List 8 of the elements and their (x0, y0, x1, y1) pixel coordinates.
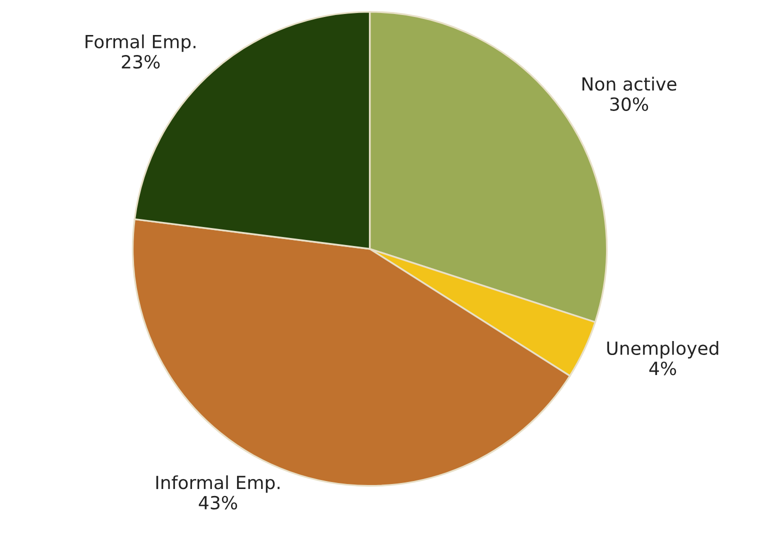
slice-label: Informal Emp. (156, 475, 280, 493)
data-label: 30% (610, 97, 648, 111)
slice-label: Non active (582, 76, 676, 91)
data-label: 4% (649, 362, 676, 376)
data-label: 43% (198, 496, 238, 510)
data-label: 23% (122, 54, 160, 69)
slice-label: Formal Emp. (86, 34, 196, 52)
slice-label: Unemployed (607, 341, 718, 359)
